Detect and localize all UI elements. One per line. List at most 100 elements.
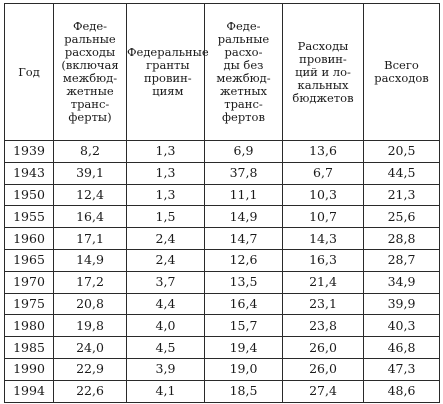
cell-federal-net-expenditure: 37,8 — [204, 161, 283, 185]
table-row: 1943 39,1 1,3 37,8 6,7 44,5 — [4, 161, 440, 185]
cell-federal-grants: 4,1 — [126, 379, 205, 403]
cell-year: 1950 — [4, 183, 54, 207]
cell-total-expenditure: 39,9 — [363, 292, 440, 316]
cell-federal-expenditure: 16,4 — [53, 205, 127, 229]
table-row: 1965 14,9 2,4 12,6 16,3 28,7 — [4, 248, 440, 272]
cell-total-expenditure: 20,5 — [363, 140, 440, 163]
cell-provincial-local-expenditure: 10,7 — [282, 205, 364, 229]
table-row: 1975 20,8 4,4 16,4 23,1 39,9 — [4, 292, 440, 316]
cell-federal-grants: 1,3 — [126, 183, 205, 207]
cell-year: 1975 — [4, 292, 54, 316]
cell-year: 1960 — [4, 227, 54, 250]
cell-federal-grants: 4,0 — [126, 314, 205, 338]
cell-total-expenditure: 21,3 — [363, 183, 440, 207]
cell-federal-net-expenditure: 16,4 — [204, 292, 283, 316]
header-year: Год — [4, 3, 54, 141]
cell-provincial-local-expenditure: 14,3 — [282, 227, 364, 250]
header-year-label: Год — [18, 64, 40, 79]
cell-federal-grants: 1,3 — [126, 140, 205, 163]
table-container: Год Феде- ральные расходы (включая межбю… — [4, 3, 440, 403]
cell-federal-grants: 3,9 — [126, 357, 205, 381]
header-federal-grants-label: Федеральные гранты провин- циям — [127, 45, 209, 98]
header-federal-net-expenditure-label: Феде- ральные расхо- ды без межбюд- жетн… — [216, 19, 271, 124]
cell-provincial-local-expenditure: 27,4 — [282, 379, 364, 403]
header-row: Год Феде- ральные расходы (включая межбю… — [4, 3, 440, 141]
cell-federal-expenditure: 24,0 — [53, 336, 127, 359]
table-row: 1950 12,4 1,3 11,1 10,3 21,3 — [4, 183, 440, 207]
cell-provincial-local-expenditure: 13,6 — [282, 140, 364, 163]
cell-federal-net-expenditure: 15,7 — [204, 314, 283, 338]
table-header: Год Феде- ральные расходы (включая межбю… — [4, 3, 440, 141]
cell-federal-grants: 4,4 — [126, 292, 205, 316]
table-body: 1939 8,2 1,3 6,9 13,6 20,5 1943 39,1 1,3 37,8 6,7 4… — [4, 140, 440, 403]
cell-total-expenditure: 46,8 — [363, 336, 440, 359]
cell-total-expenditure: 44,5 — [363, 161, 440, 185]
table-row: 1960 17,1 2,4 14,7 14,3 28,8 — [4, 227, 440, 250]
cell-federal-net-expenditure: 13,5 — [204, 270, 283, 294]
cell-provincial-local-expenditure: 23,1 — [282, 292, 364, 316]
cell-federal-net-expenditure: 12,6 — [204, 248, 283, 272]
header-total-expenditure: Всего расходов — [363, 3, 440, 141]
cell-federal-expenditure: 39,1 — [53, 161, 127, 185]
table-row: 1985 24,0 4,5 19,4 26,0 46,8 — [4, 336, 440, 359]
cell-provincial-local-expenditure: 23,8 — [282, 314, 364, 338]
cell-provincial-local-expenditure: 10,3 — [282, 183, 364, 207]
cell-provincial-local-expenditure: 6,7 — [282, 161, 364, 185]
cell-year: 1990 — [4, 357, 54, 381]
cell-provincial-local-expenditure: 26,0 — [282, 336, 364, 359]
cell-federal-net-expenditure: 19,0 — [204, 357, 283, 381]
cell-provincial-local-expenditure: 26,0 — [282, 357, 364, 381]
cell-year: 1939 — [4, 140, 54, 163]
cell-federal-expenditure: 22,6 — [53, 379, 127, 403]
table-row: 1980 19,8 4,0 15,7 23,8 40,3 — [4, 314, 440, 338]
cell-total-expenditure: 28,8 — [363, 227, 440, 250]
table-row: 1939 8,2 1,3 6,9 13,6 20,5 — [4, 140, 440, 163]
cell-federal-expenditure: 22,9 — [53, 357, 127, 381]
cell-federal-grants: 3,7 — [126, 270, 205, 294]
cell-year: 1943 — [4, 161, 54, 185]
cell-year: 1994 — [4, 379, 54, 403]
cell-federal-net-expenditure: 14,7 — [204, 227, 283, 250]
header-provincial-local-expenditure: Расходы провин- ций и ло- кальных бюджет… — [282, 3, 364, 141]
cell-year: 1980 — [4, 314, 54, 338]
cell-total-expenditure: 34,9 — [363, 270, 440, 294]
header-provincial-local-expenditure-label: Расходы провин- ций и ло- кальных бюджет… — [292, 38, 354, 105]
table-row: 1994 22,6 4,1 18,5 27,4 48,6 — [4, 379, 440, 403]
cell-year: 1965 — [4, 248, 54, 272]
header-federal-expenditure-label: Феде- ральные расходы (включая межбюд- ж… — [61, 19, 119, 124]
header-total-expenditure-label: Всего расходов — [374, 58, 429, 85]
cell-federal-expenditure: 12,4 — [53, 183, 127, 207]
cell-total-expenditure: 25,6 — [363, 205, 440, 229]
cell-federal-expenditure: 20,8 — [53, 292, 127, 316]
expenditure-table: Год Феде- ральные расходы (включая межбю… — [4, 3, 440, 403]
cell-federal-net-expenditure: 11,1 — [204, 183, 283, 207]
cell-total-expenditure: 28,7 — [363, 248, 440, 272]
cell-federal-grants: 4,5 — [126, 336, 205, 359]
cell-federal-expenditure: 19,8 — [53, 314, 127, 338]
cell-federal-expenditure: 17,2 — [53, 270, 127, 294]
cell-provincial-local-expenditure: 16,3 — [282, 248, 364, 272]
cell-total-expenditure: 48,6 — [363, 379, 440, 403]
cell-federal-net-expenditure: 6,9 — [204, 140, 283, 163]
cell-federal-expenditure: 14,9 — [53, 248, 127, 272]
table-row: 1990 22,9 3,9 19,0 26,0 47,3 — [4, 357, 440, 381]
table-row: 1955 16,4 1,5 14,9 10,7 25,6 — [4, 205, 440, 229]
cell-total-expenditure: 40,3 — [363, 314, 440, 338]
cell-federal-expenditure: 8,2 — [53, 140, 127, 163]
cell-federal-expenditure: 17,1 — [53, 227, 127, 250]
cell-federal-net-expenditure: 18,5 — [204, 379, 283, 403]
cell-federal-net-expenditure: 14,9 — [204, 205, 283, 229]
cell-federal-grants: 2,4 — [126, 227, 205, 250]
header-federal-expenditure: Феде- ральные расходы (включая межбюд- ж… — [53, 3, 127, 141]
cell-year: 1970 — [4, 270, 54, 294]
header-federal-grants: Федеральные гранты провин- циям — [126, 3, 209, 141]
header-federal-net-expenditure: Феде- ральные расхо- ды без межбюд- жетн… — [204, 3, 283, 141]
cell-federal-net-expenditure: 19,4 — [204, 336, 283, 359]
cell-federal-grants: 2,4 — [126, 248, 205, 272]
table-row: 1970 17,2 3,7 13,5 21,4 34,9 — [4, 270, 440, 294]
cell-year: 1955 — [4, 205, 54, 229]
cell-total-expenditure: 47,3 — [363, 357, 440, 381]
cell-federal-grants: 1,5 — [126, 205, 205, 229]
cell-year: 1985 — [4, 336, 54, 359]
cell-provincial-local-expenditure: 21,4 — [282, 270, 364, 294]
